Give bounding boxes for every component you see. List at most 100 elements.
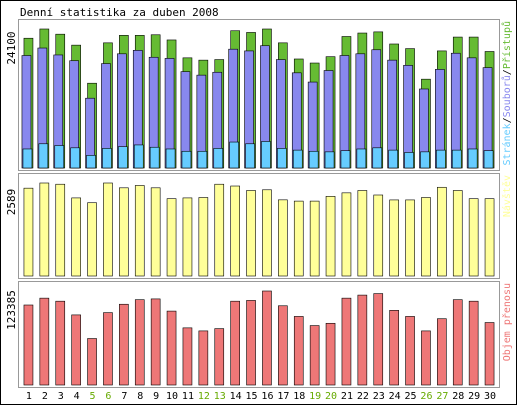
x-tick-label-day-12: 12 [198, 391, 210, 402]
bar-pages-day-14 [229, 141, 239, 169]
x-tick-label-day-26: 26 [420, 391, 432, 402]
bar-pages-day-15 [245, 143, 255, 169]
bar-visits-day-22 [357, 190, 368, 277]
bar-visits-day-26 [421, 197, 431, 277]
bar-volume-day-22 [357, 294, 368, 386]
bar-visits-day-12 [198, 197, 209, 277]
bar-volume-day-21 [341, 297, 352, 386]
bar-volume-day-3 [55, 300, 66, 386]
x-tick-label-day-9: 9 [153, 391, 159, 402]
bar-pages-day-28 [451, 149, 462, 169]
bar-visits-day-2 [39, 182, 50, 277]
bar-pages-day-20 [324, 151, 335, 169]
requests-panel-frame [18, 19, 500, 171]
bar-pages-day-2 [38, 143, 49, 169]
bar-visits-day-28 [452, 190, 463, 277]
x-tick-label-day-1: 1 [26, 391, 32, 402]
x-tick-label-day-21: 21 [341, 391, 353, 402]
bar-pages-day-1 [22, 148, 33, 169]
bar-volume-day-29 [468, 300, 479, 386]
x-tick-label-day-14: 14 [230, 391, 242, 402]
bar-pages-day-7 [118, 146, 128, 169]
bar-visits-day-16 [262, 189, 272, 277]
x-tick-label-day-10: 10 [166, 391, 178, 402]
x-tick-label-day-20: 20 [325, 391, 337, 402]
visits-panel-frame [18, 173, 500, 279]
bar-pages-day-12 [197, 150, 208, 169]
x-tick-label-day-5: 5 [90, 391, 96, 402]
x-tick-label-day-18: 18 [293, 391, 305, 402]
bar-visits-day-30 [484, 198, 495, 277]
bar-volume-day-26 [421, 330, 431, 386]
bar-pages-day-29 [467, 148, 478, 169]
bar-visits-day-15 [246, 190, 256, 277]
requests-legend: Stránek/Souborů/Přístupů [501, 21, 513, 166]
volume-panel-frame [18, 281, 500, 388]
x-tick-label-day-29: 29 [468, 391, 480, 402]
chart-title: Denní statistika za duben 2008 [20, 6, 219, 19]
bar-visits-day-23 [373, 194, 384, 277]
x-tick-label-day-19: 19 [309, 391, 321, 402]
bar-pages-day-30 [483, 150, 494, 169]
bar-volume-day-11 [182, 327, 193, 386]
bar-visits-day-13 [214, 183, 225, 277]
bar-pages-day-3 [54, 145, 65, 169]
bar-visits-day-29 [468, 198, 479, 277]
bar-pages-day-24 [388, 149, 398, 169]
bar-visits-day-6 [103, 182, 113, 277]
bar-pages-day-26 [420, 151, 430, 169]
bar-visits-day-19 [309, 200, 320, 277]
legend-separator: / [502, 69, 513, 75]
bar-volume-day-24 [389, 310, 399, 386]
bar-volume-day-8 [134, 299, 145, 386]
x-tick-label-day-16: 16 [261, 391, 273, 402]
bar-visits-day-25 [405, 199, 415, 277]
bar-visits-day-18 [293, 200, 304, 277]
bar-visits-day-20 [325, 196, 336, 277]
x-tick-label-day-4: 4 [74, 391, 80, 402]
bar-volume-day-30 [484, 322, 495, 386]
bar-volume-day-19 [309, 325, 320, 386]
bar-volume-day-18 [293, 316, 304, 386]
bar-volume-day-14 [230, 300, 240, 386]
bar-visits-day-21 [341, 192, 352, 277]
x-tick-label-day-13: 13 [214, 391, 226, 402]
bar-pages-day-17 [277, 148, 287, 169]
bar-pages-day-4 [70, 147, 80, 169]
x-tick-label-day-23: 23 [373, 391, 385, 402]
bar-visits-day-24 [389, 199, 399, 277]
x-tick-label-day-7: 7 [121, 391, 127, 402]
x-tick-label-day-3: 3 [58, 391, 64, 402]
bar-volume-day-7 [119, 303, 129, 386]
bar-volume-day-28 [452, 299, 463, 386]
bar-pages-day-10 [165, 148, 176, 169]
legend-entry-visits: Návštěv [501, 175, 513, 217]
bar-volume-day-4 [71, 314, 81, 386]
bar-volume-day-16 [262, 290, 272, 386]
bar-visits-day-1 [23, 187, 34, 277]
bar-volume-day-9 [150, 298, 161, 386]
x-tick-label-day-17: 17 [277, 391, 289, 402]
bar-pages-day-9 [149, 146, 160, 169]
visits-panel: 2589 Návštěv [5, 173, 513, 279]
x-tick-label-day-6: 6 [105, 391, 111, 402]
bar-volume-day-17 [278, 305, 288, 386]
x-tick-label-day-2: 2 [42, 391, 48, 402]
volume-legend: Objem přenosu [501, 283, 513, 361]
bar-pages-day-23 [372, 147, 383, 169]
legend-entry-pages: Stránek [501, 123, 513, 165]
bar-pages-day-22 [356, 148, 367, 169]
visits-legend: Návštěv [501, 175, 513, 217]
x-axis-day-labels: 1 2 3 4 5 6 7 8 9 10 11 12 13 14 15 16 17 18 19 20 21 22 23 24 2… [26, 391, 496, 402]
bar-visits-day-14 [230, 185, 240, 277]
bar-volume-day-23 [373, 293, 384, 386]
bar-pages-day-27 [436, 149, 446, 169]
bar-volume-day-1 [23, 304, 34, 386]
bar-volume-day-12 [198, 330, 209, 386]
bar-pages-day-8 [133, 144, 144, 169]
volume-panel: 123385 Objem přenosu [5, 281, 513, 388]
legend-separator: / [502, 117, 513, 123]
